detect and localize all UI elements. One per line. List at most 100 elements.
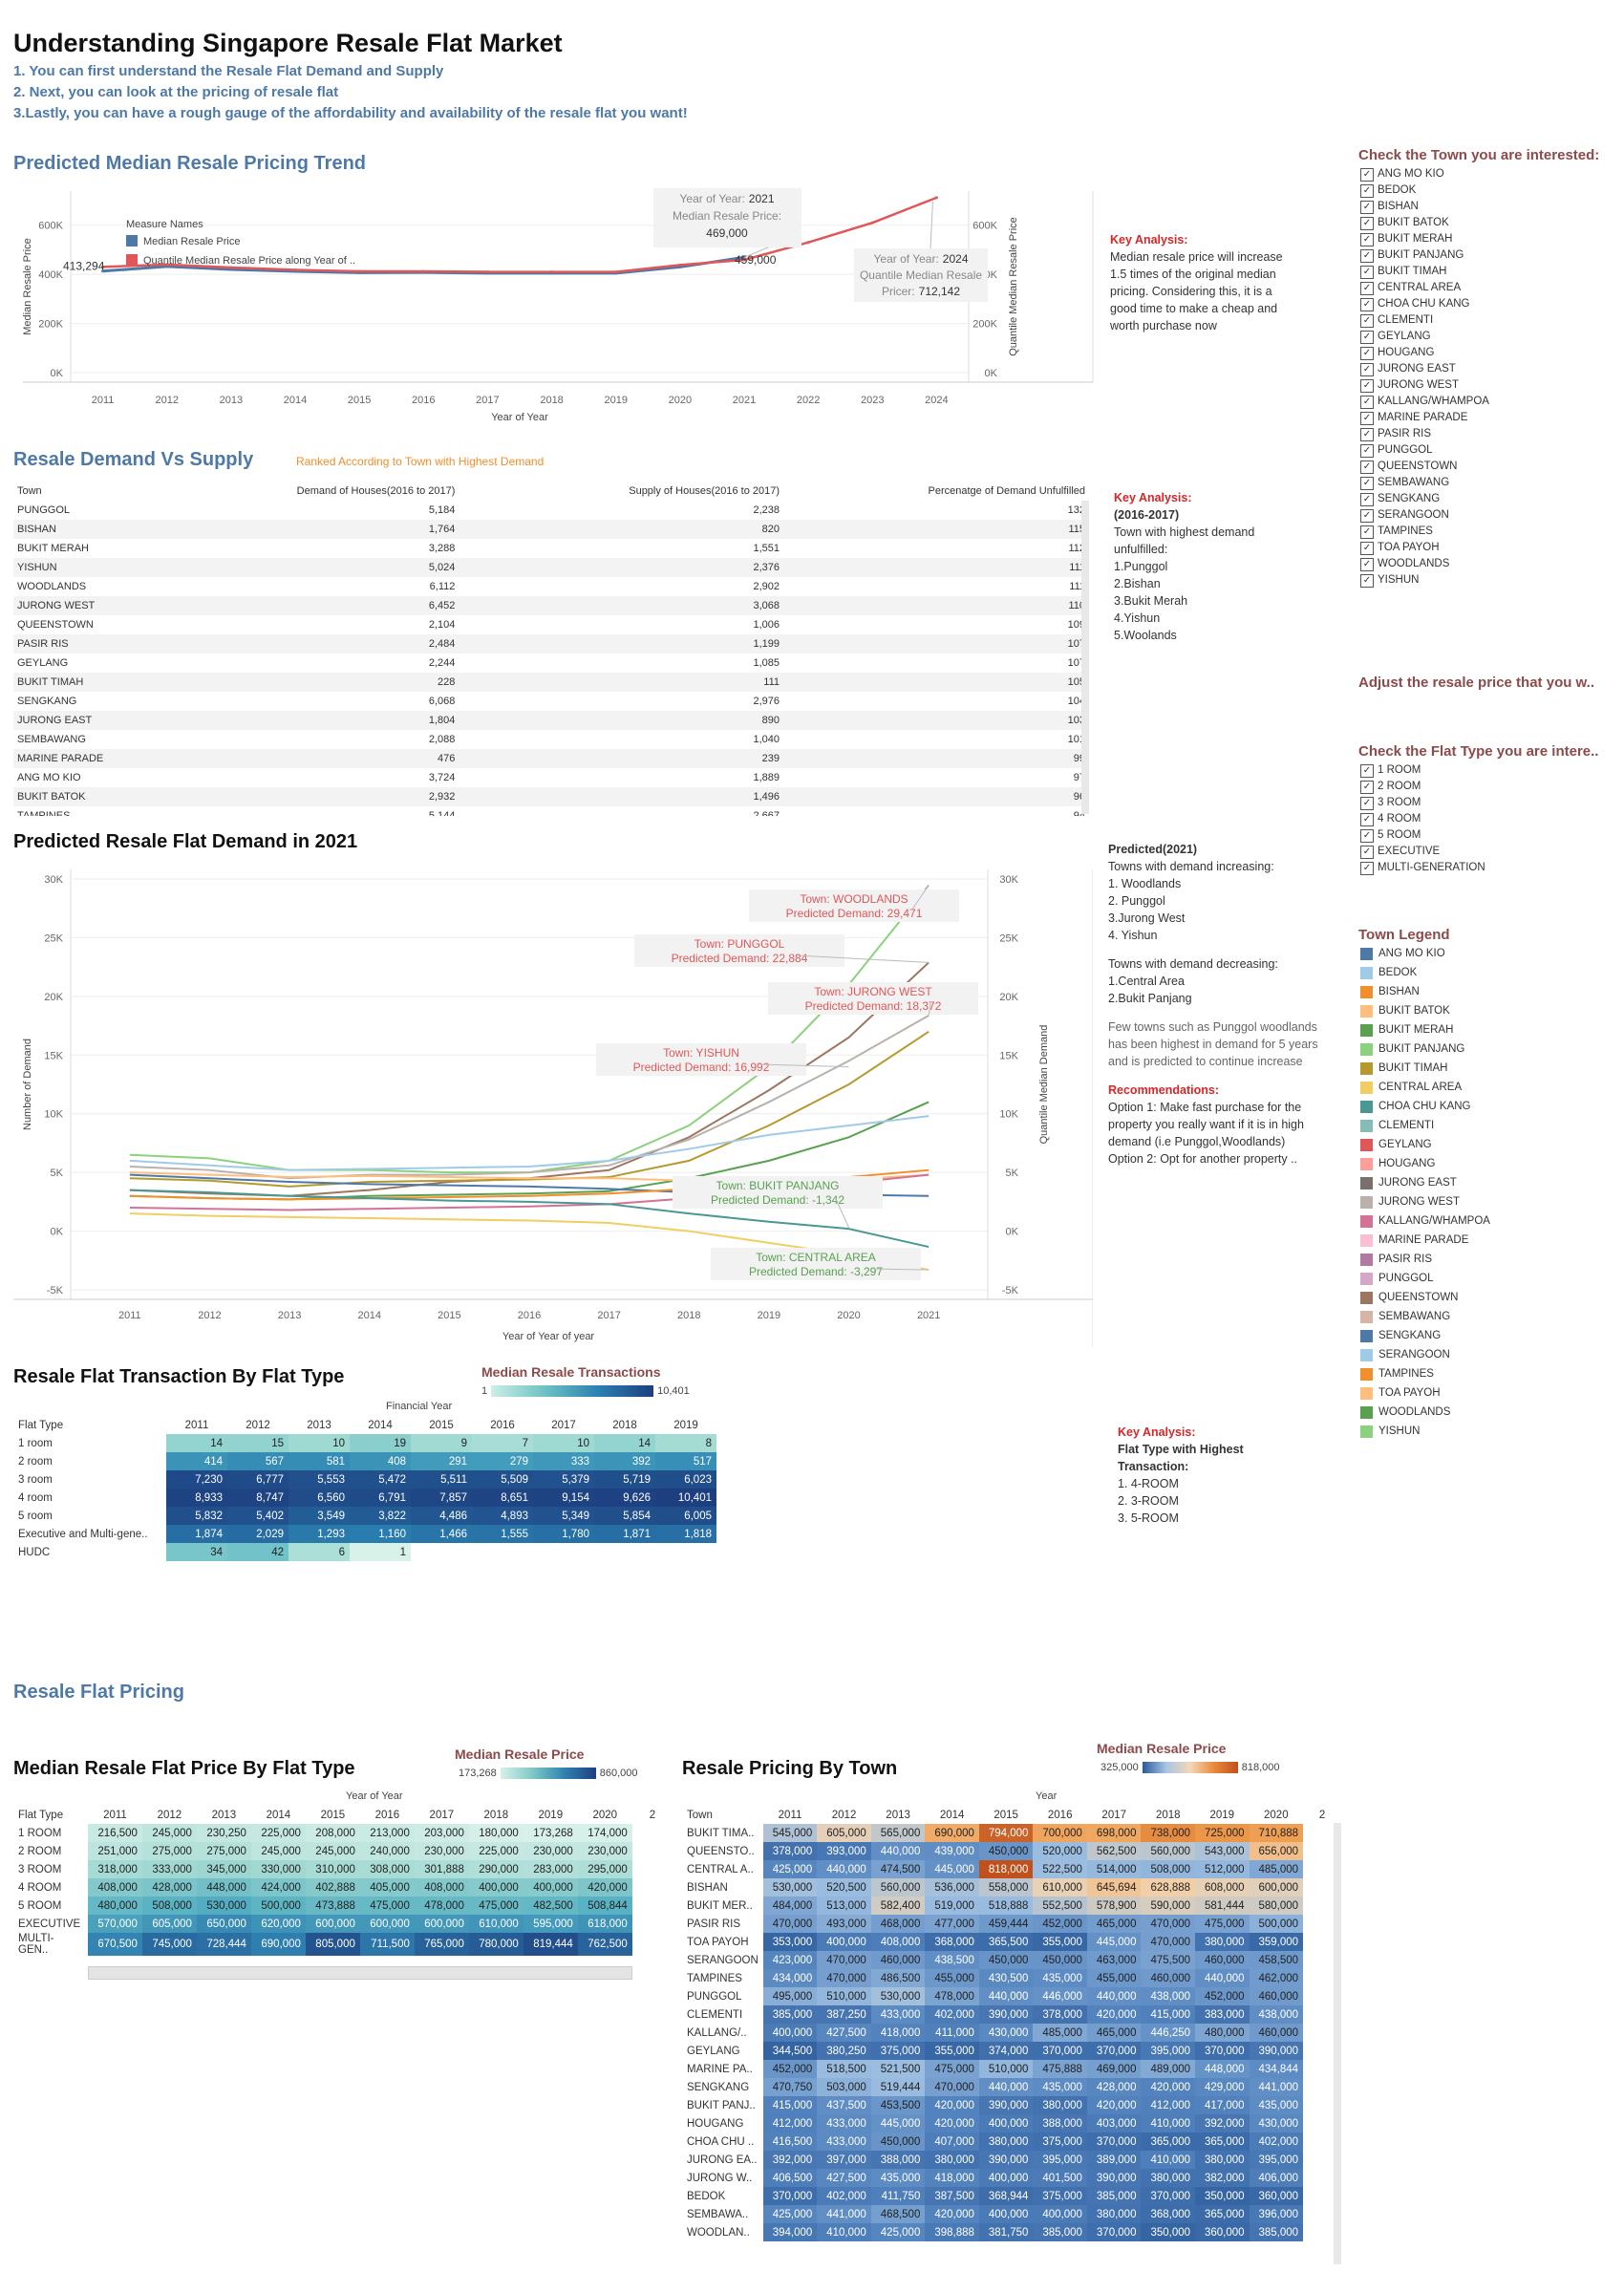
heat-cell[interactable]: 429,000 [1195, 2078, 1250, 2096]
heat-cell[interactable]: 508,000 [141, 1897, 197, 1915]
heat-cell[interactable]: 14 [594, 1434, 655, 1452]
heat-cell[interactable]: 512,000 [1195, 1860, 1250, 1878]
heat-cell[interactable]: 460,000 [1249, 1987, 1304, 2005]
heat-cell[interactable]: 5,719 [594, 1470, 655, 1489]
heat-cell[interactable]: 448,000 [1195, 2060, 1250, 2078]
check-icon[interactable]: ✓ [1360, 796, 1374, 810]
table-row[interactable]: BUKIT TIMA.. 545,000 605,000 565,000 690,000… [682, 1824, 1341, 1842]
heat-cell[interactable]: 6,560 [288, 1489, 350, 1507]
heat-cell[interactable]: 1,466 [411, 1525, 472, 1543]
heat-cell[interactable]: 400,000 [762, 2024, 818, 2042]
heat-cell[interactable]: 365,000 [1141, 2132, 1196, 2151]
heat-cell[interactable]: 610,000 [1033, 1878, 1087, 1897]
heat-cell[interactable]: 420,000 [1086, 2096, 1142, 2114]
heat-cell[interactable]: 418,000 [925, 2169, 979, 2187]
heat-cell[interactable]: 470,750 [762, 2078, 818, 2096]
heat-cell[interactable]: 465,000 [1086, 2024, 1142, 2042]
heat-cell[interactable]: 459,444 [978, 1915, 1034, 1933]
heat-cell[interactable]: 446,000 [1033, 1987, 1087, 2005]
heat-cell[interactable]: 360,000 [1195, 2223, 1250, 2241]
table-row[interactable]: CHOA CHU .. 416,500 433,000 450,000 407,000 3… [682, 2132, 1341, 2151]
heat-cell[interactable]: 5,379 [533, 1470, 594, 1489]
check-icon[interactable]: ✓ [1360, 183, 1374, 198]
heat-cell[interactable]: 400,000 [978, 2205, 1034, 2223]
trend-point[interactable] [678, 263, 682, 267]
heat-cell[interactable]: 393,000 [817, 1842, 871, 1860]
heat-cell[interactable]: 10 [533, 1434, 594, 1452]
heat-cell[interactable]: 402,000 [1249, 2132, 1304, 2151]
heat-cell[interactable]: 203,000 [414, 1824, 469, 1842]
town-checkbox[interactable]: ✓ BUKIT TIMAH [1360, 264, 1489, 280]
heat-cell[interactable]: 519,000 [925, 1897, 979, 1915]
flat-checkbox[interactable]: ✓ MULTI-GENERATION [1360, 860, 1485, 876]
heat-cell[interactable]: 430,500 [978, 1969, 1034, 1987]
trend-point[interactable] [421, 269, 425, 273]
heat-cell[interactable]: 1 [350, 1543, 411, 1561]
heat-cell[interactable]: 510,000 [817, 1987, 871, 2005]
heat-cell[interactable]: 441,000 [1249, 2078, 1304, 2096]
heat-cell[interactable]: 765,000 [414, 1933, 469, 1956]
heat-cell[interactable]: 245,000 [141, 1824, 197, 1842]
flat-checkbox[interactable]: ✓ 3 ROOM [1360, 795, 1485, 811]
town-checkbox[interactable]: ✓ JURONG EAST [1360, 361, 1489, 377]
heat-cell[interactable]: 390,000 [978, 2151, 1034, 2169]
heat-cell[interactable]: 9 [411, 1434, 472, 1452]
heat-cell[interactable]: 435,000 [870, 2169, 926, 2187]
table-row[interactable]: QUEENSTOWN 2,104 1,006 109 [13, 615, 1089, 634]
heat-cell[interactable]: 489,000 [1141, 2060, 1196, 2078]
town-checkbox[interactable]: ✓ CLEMENTI [1360, 312, 1489, 329]
trend-point[interactable] [934, 196, 938, 200]
heat-cell[interactable]: 411,750 [870, 2187, 926, 2205]
heat-cell[interactable]: 470,000 [925, 2078, 979, 2096]
heat-cell[interactable]: 401,500 [1033, 2169, 1087, 2187]
table-row[interactable]: MULTI-GEN.. 670,500 745,000 728,444 690,000 8… [13, 1933, 673, 1956]
heat-cell[interactable]: 493,000 [817, 1915, 871, 1933]
heat-cell[interactable]: 381,750 [978, 2223, 1034, 2241]
heat-cell[interactable]: 333 [533, 1452, 594, 1470]
heat-cell[interactable]: 380,000 [1033, 2096, 1087, 2114]
heat-cell[interactable]: 428,000 [141, 1878, 197, 1897]
heat-cell[interactable]: 400,000 [817, 1933, 871, 1951]
heat-cell[interactable]: 428,000 [1086, 2078, 1142, 2096]
heat-cell[interactable]: 453,500 [870, 2096, 926, 2114]
heat-cell[interactable]: 445,000 [1086, 1933, 1142, 1951]
heat-cell[interactable]: 173,268 [523, 1824, 578, 1842]
trend-point[interactable] [870, 221, 874, 225]
heat-cell[interactable]: 478,000 [925, 1987, 979, 2005]
table-row[interactable]: BISHAN 1,764 820 115 [13, 520, 1089, 539]
heat-cell[interactable]: 578,900 [1086, 1897, 1142, 1915]
heat-cell[interactable]: 397,000 [817, 2151, 871, 2169]
town-checkbox[interactable]: ✓ ANG MO KIO [1360, 166, 1489, 182]
heat-cell[interactable]: 400,000 [978, 2169, 1034, 2187]
heat-cell[interactable]: 2,029 [227, 1525, 288, 1543]
town-checkbox[interactable]: ✓ JURONG WEST [1360, 377, 1489, 394]
table-row[interactable]: SENGKANG 470,750 503,000 519,444 470,000 440,… [682, 2078, 1341, 2096]
heat-cell[interactable]: 425,000 [762, 1860, 818, 1878]
heat-cell[interactable]: 728,444 [196, 1933, 251, 1956]
heat-cell[interactable]: 435,000 [1033, 2078, 1087, 2096]
heat-cell[interactable]: 374,000 [978, 2042, 1034, 2060]
heat-cell[interactable]: 536,000 [925, 1878, 979, 1897]
heat-cell[interactable]: 279 [472, 1452, 533, 1470]
town-checkbox[interactable]: ✓ BUKIT BATOK [1360, 215, 1489, 231]
heat-cell[interactable]: 9,154 [533, 1489, 594, 1507]
trend-point[interactable] [165, 263, 169, 267]
town-checkbox[interactable]: ✓ BUKIT PANJANG [1360, 247, 1489, 264]
table-row[interactable]: JURONG WEST 6,452 3,068 110 [13, 596, 1089, 615]
heat-cell[interactable]: 711,500 [359, 1933, 415, 1956]
heat-cell[interactable]: 475,000 [1195, 1915, 1250, 1933]
table-row[interactable]: 4 ROOM 408,000 428,000 448,000 424,000 402,88… [13, 1878, 673, 1897]
table-row[interactable]: KALLANG/.. 400,000 427,500 418,000 411,000 43… [682, 2024, 1341, 2042]
heat-cell[interactable]: 230,000 [523, 1842, 578, 1860]
heat-cell[interactable]: 435,000 [1033, 1969, 1087, 1987]
heat-cell[interactable]: 423,000 [762, 1951, 818, 1969]
heat-cell[interactable]: 8,933 [166, 1489, 227, 1507]
heat-cell[interactable]: 240,000 [359, 1842, 415, 1860]
town-checkbox[interactable]: ✓ SEMBAWANG [1360, 475, 1489, 491]
town-checkbox[interactable]: ✓ MARINE PARADE [1360, 410, 1489, 426]
heat-cell[interactable]: 470,000 [817, 1951, 871, 1969]
heat-cell[interactable]: 8,747 [227, 1489, 288, 1507]
heat-cell[interactable]: 387,500 [925, 2187, 979, 2205]
heat-cell[interactable]: 518,888 [978, 1897, 1034, 1915]
table-row[interactable]: GEYLANG 344,500 380,250 375,000 355,000 374,0… [682, 2042, 1341, 2060]
